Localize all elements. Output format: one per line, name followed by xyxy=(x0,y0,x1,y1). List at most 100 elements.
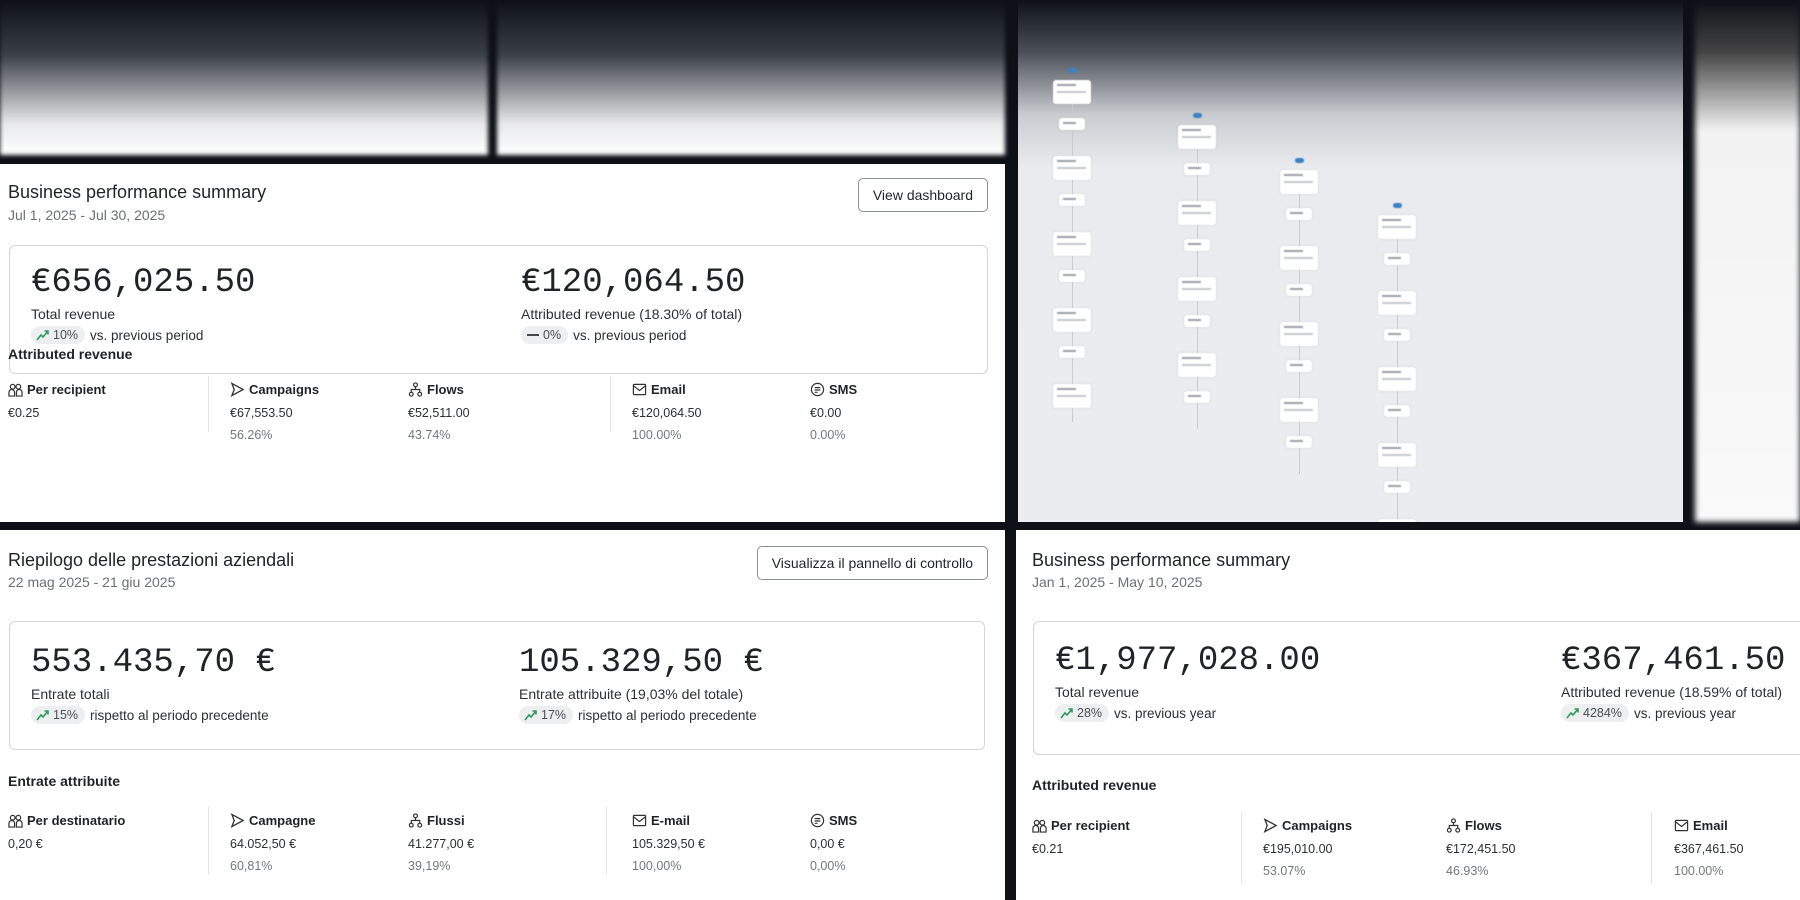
kpi-label: Total revenue xyxy=(31,306,116,322)
section-heading: Attributed revenue xyxy=(1032,777,1157,793)
metric-flows: Flows €52,511.00 43.74% xyxy=(408,382,470,442)
total-revenue-kpi: €656,025.50 Total revenue 10% vs. previou… xyxy=(31,264,255,344)
delta-comparison: vs. previous period xyxy=(90,327,204,343)
delta-badge: 4284% xyxy=(1561,704,1629,722)
page-title: Business performance summary xyxy=(8,182,267,202)
delta-value: 15% xyxy=(53,708,79,722)
flow-node xyxy=(1178,125,1216,149)
kpi-value: €367,461.50 xyxy=(1561,642,1786,680)
flow-node xyxy=(1286,436,1312,448)
attributed-revenue-kpi: €120,064.50 Attributed revenue (18.30% o… xyxy=(521,264,745,344)
flow-node xyxy=(1059,194,1085,206)
metric-label: Email xyxy=(651,382,686,397)
flow-node xyxy=(1184,239,1210,251)
email-icon xyxy=(632,382,651,397)
flow-node xyxy=(1384,329,1410,341)
metric-campaigns: Campaigns €195,010.00 53.07% xyxy=(1263,818,1352,878)
metric-value: €367,461.50 xyxy=(1674,842,1744,856)
kpi-label: Attributed revenue (18.30% of total) xyxy=(521,306,743,322)
metric-sms: SMS €0.00 0.00% xyxy=(810,382,857,442)
flow-node xyxy=(1280,246,1318,270)
flow-node xyxy=(1059,270,1085,282)
flow-node xyxy=(1184,391,1210,403)
campaigns-icon xyxy=(1263,818,1282,833)
metric-flows: Flows €172,451.50 46.93% xyxy=(1446,818,1516,878)
recipients-icon xyxy=(1032,818,1051,833)
view-dashboard-button[interactable]: Visualizza il pannello di controllo xyxy=(756,546,988,580)
metric-value: 64.052,50 € xyxy=(230,837,297,851)
trend-up-icon xyxy=(1566,707,1583,719)
metric-flows: Flussi 41.277,00 € 39,19% xyxy=(408,813,474,873)
metric-value: €195,010.00 xyxy=(1263,842,1333,856)
metric-value: 0,00 € xyxy=(810,837,845,851)
flow-branch-marker xyxy=(1393,203,1402,208)
recipients-icon xyxy=(8,813,27,828)
metric-value: €0.21 xyxy=(1032,842,1064,856)
metric-value: €172,451.50 xyxy=(1446,842,1516,856)
delta-comparison: rispetto al periodo precedente xyxy=(578,707,757,723)
metric-value: 0,20 € xyxy=(8,837,43,851)
flow-node xyxy=(1286,208,1312,220)
metric-percent: 0,00% xyxy=(810,859,846,873)
kpi-delta: 10% vs. previous period xyxy=(31,326,255,344)
metric-sms: SMS 0,00 € 0,00% xyxy=(810,813,857,873)
metric-percent: 100.00% xyxy=(1674,864,1724,878)
date-range: Jul 1, 2025 - Jul 30, 2025 xyxy=(8,207,166,223)
flow-node xyxy=(1178,353,1216,377)
flow-node xyxy=(1053,156,1091,180)
metric-percent: 60,81% xyxy=(230,859,273,873)
metric-label: Campagne xyxy=(249,813,316,828)
kpi-label: Entrate attribuite (19,03% del totale) xyxy=(519,686,744,702)
divider xyxy=(1241,812,1242,884)
view-dashboard-button[interactable]: View dashboard xyxy=(857,178,988,212)
flow-node xyxy=(1378,215,1416,239)
flows-icon xyxy=(408,382,427,397)
delta-comparison: rispetto al periodo precedente xyxy=(90,707,269,723)
delta-value: 4284% xyxy=(1583,706,1622,720)
kpi-value: €120,064.50 xyxy=(521,264,746,302)
trend-flat-icon xyxy=(526,329,543,341)
flow-node xyxy=(1384,405,1410,417)
metric-label: Flussi xyxy=(427,813,465,828)
metric-label: Campaigns xyxy=(1282,818,1353,833)
flow-node xyxy=(1280,322,1318,346)
delta-badge: 28% xyxy=(1055,704,1110,722)
metric-percent: 39,19% xyxy=(408,859,451,873)
metric-value: €0.00 xyxy=(810,406,842,420)
metric-label: Flows xyxy=(427,382,464,397)
flow-node xyxy=(1053,384,1091,408)
flow-node xyxy=(1059,118,1085,130)
metric-label: Per recipient xyxy=(1051,818,1130,833)
kpi-delta: 4284% vs. previous year xyxy=(1561,704,1785,722)
delta-comparison: vs. previous period xyxy=(573,327,687,343)
divider xyxy=(208,807,209,875)
date-range: 22 mag 2025 - 21 giu 2025 xyxy=(8,574,176,590)
trend-up-icon xyxy=(36,329,53,341)
metric-percent: 46.93% xyxy=(1446,864,1489,878)
metric-percent: 100,00% xyxy=(632,859,682,873)
total-revenue-kpi: 553.435,70 € Entrate totali 15% rispetto … xyxy=(31,644,276,724)
section-heading: Attributed revenue xyxy=(8,346,133,362)
flows-icon xyxy=(408,813,427,828)
attributed-revenue-kpi: 105.329,50 € Entrate attribuite (19,03% … xyxy=(519,644,764,724)
delta-value: 17% xyxy=(541,708,567,722)
flow-node xyxy=(1280,170,1318,194)
flow-branch-marker xyxy=(1295,158,1304,163)
metric-label: Per destinatario xyxy=(27,813,126,828)
flow-branch-marker xyxy=(1068,68,1077,73)
page-title: Business performance summary xyxy=(1032,550,1291,570)
metric-percent: 100.00% xyxy=(632,428,682,442)
flow-node xyxy=(1280,398,1318,422)
kpi-value: 553.435,70 € xyxy=(31,644,276,682)
metric-label: E-mail xyxy=(651,813,691,828)
trend-up-icon xyxy=(524,709,541,721)
kpi-value: €656,025.50 xyxy=(31,264,256,302)
total-revenue-kpi: €1,977,028.00 Total revenue 28% vs. previ… xyxy=(1055,642,1320,722)
metric-email: Email €120,064.50 100.00% xyxy=(632,382,702,442)
flow-node xyxy=(1378,291,1416,315)
flow-node xyxy=(1384,481,1410,493)
page-title: Riepilogo delle prestazioni aziendali xyxy=(8,550,295,570)
metric-percent: 0.00% xyxy=(810,428,846,442)
revenue-card: €1,977,028.00 Total revenue 28% vs. previ… xyxy=(1033,621,1800,755)
flow-node xyxy=(1184,315,1210,327)
